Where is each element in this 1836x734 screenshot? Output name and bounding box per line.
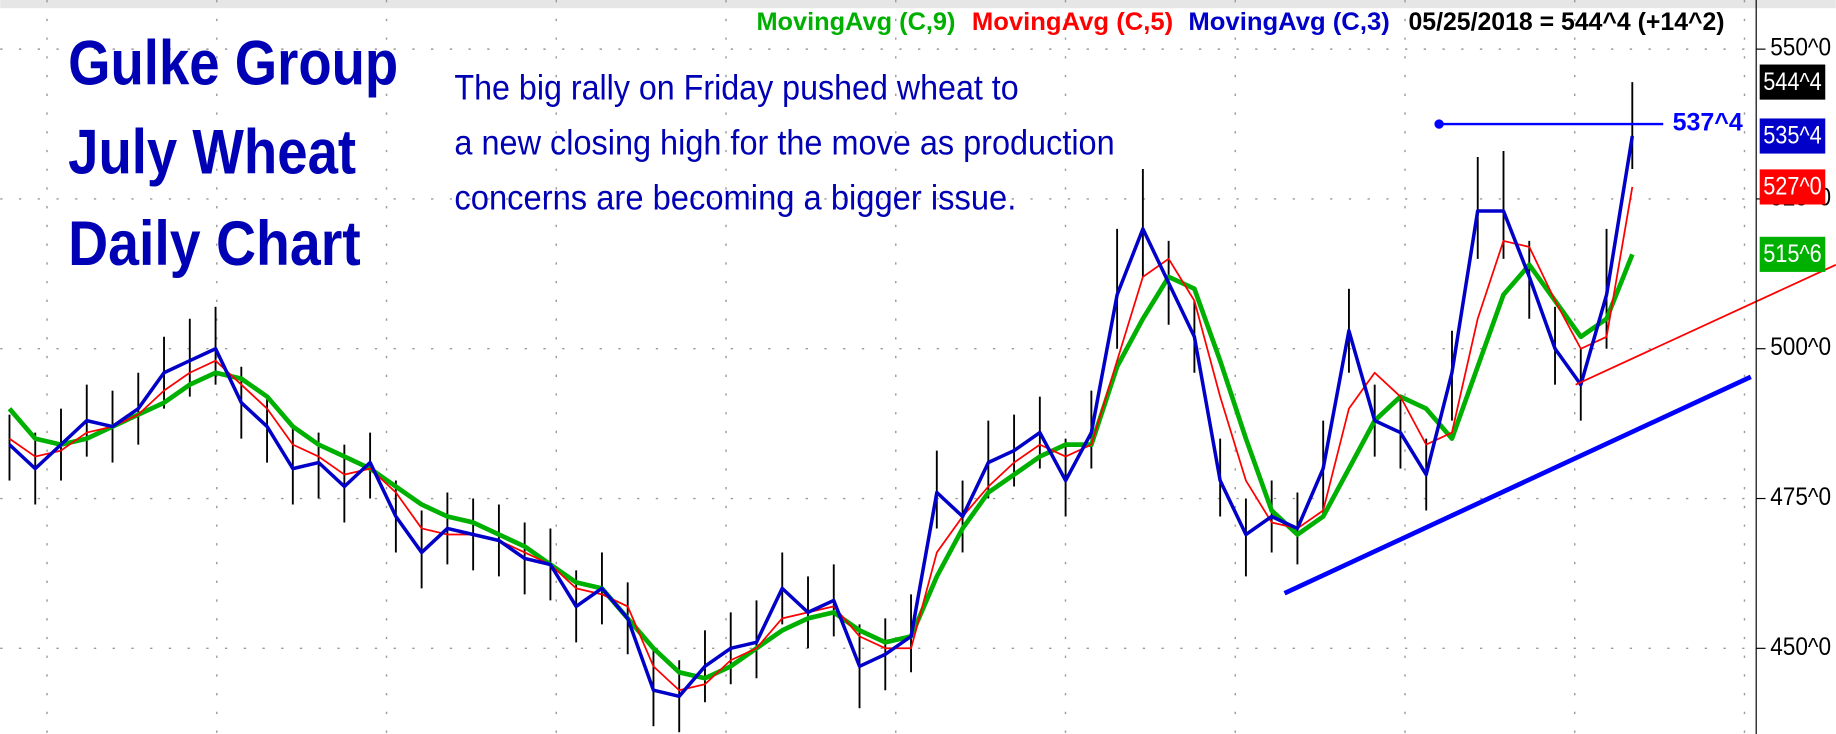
last-value-box: [1759, 64, 1826, 100]
y-tick-label: 500^0: [1770, 334, 1831, 361]
last-value-box: [1759, 118, 1826, 154]
header-note: 05/25/2018 = 544^4 (+14^2): [1409, 9, 1725, 36]
last-value-box: [1759, 236, 1826, 272]
legend-entry: MovingAvg (C,5): [972, 9, 1173, 36]
last-value-box: [1759, 169, 1826, 205]
legend: MovingAvg (C,9) MovingAvg (C,5) MovingAvg …: [756, 9, 1389, 36]
title-line: July Wheat: [68, 118, 356, 188]
last-value-label: 544^4: [1763, 69, 1822, 96]
top-strip: [0, 0, 1836, 9]
legend-entry: MovingAvg (C,3): [1188, 9, 1389, 36]
moving-average-line: [8, 135, 1635, 699]
last-value-label: 527^0: [1763, 174, 1822, 201]
title-line: Gulke Group: [68, 29, 398, 99]
trend-line-anchor: [1434, 119, 1444, 129]
plot: 450^0475^0500^0525^0550^0537^4544^4515^6…: [0, 35, 1836, 733]
last-value-label: 515^6: [1763, 241, 1822, 268]
y-tick-label: 550^0: [1770, 35, 1831, 62]
trend-line: [1575, 264, 1836, 386]
trend-line: [1283, 374, 1752, 596]
y-tick-label: 475^0: [1770, 484, 1831, 511]
moving-average-line: [7, 253, 1635, 681]
moving-average-line: [8, 186, 1634, 692]
y-tick-label: 450^0: [1770, 634, 1831, 661]
annotation-line: a new closing high for the move as produ…: [454, 123, 1114, 162]
annotation-line: The big rally on Friday pushed wheat to: [454, 68, 1018, 107]
last-value-label: 535^4: [1763, 123, 1822, 150]
legend-entry: MovingAvg (C,9): [756, 9, 955, 36]
annotation-line: concerns are becoming a bigger issue.: [454, 178, 1016, 217]
trend-line-label: 537^4: [1673, 110, 1744, 137]
title-line: Daily Chart: [68, 209, 361, 279]
